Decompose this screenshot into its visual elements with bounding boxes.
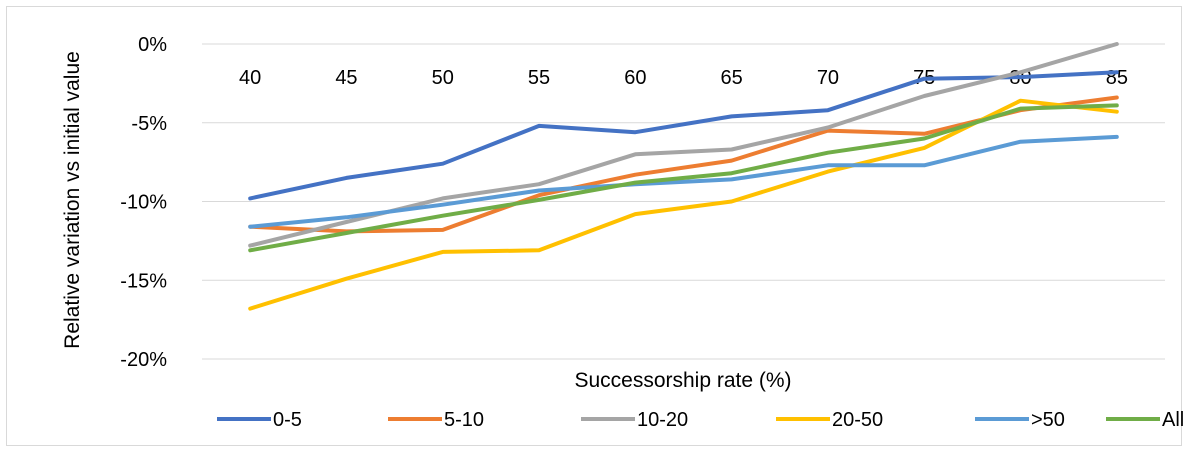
legend-label: All: [1162, 409, 1183, 431]
series-line-0: [248, 70, 1119, 201]
x-tick-label: 40: [239, 67, 261, 89]
series-line-5: [248, 103, 1119, 253]
y-tick-label: -5%: [131, 113, 167, 135]
gridlines: [202, 43, 1165, 360]
series-lines: [248, 42, 1119, 311]
x-axis-title: Successorship rate (%): [574, 369, 791, 392]
x-tick-label: 60: [624, 67, 646, 89]
legend: 0-5 5-10 10-20 20-50 >50 All: [217, 409, 1183, 431]
x-tick-label: 85: [1106, 67, 1128, 89]
chart-frame: 0% -5% -10% -15% -20% 40 45 50 55 60 65 70 75 80 85 S…: [6, 6, 1183, 446]
y-axis-ticks: 0% -5% -10% -15% -20%: [120, 34, 167, 371]
x-tick-label: 55: [528, 67, 550, 89]
y-tick-label: -15%: [120, 270, 167, 292]
series-line-3: [248, 98, 1119, 311]
y-axis-title: Relative variation vs initial value: [61, 51, 84, 349]
legend-label: 5-10: [444, 409, 484, 431]
y-tick-label: 0%: [138, 34, 167, 56]
x-axis-ticks: 40 45 50 55 60 65 70 75 80 85: [239, 67, 1128, 89]
x-tick-label: 50: [432, 67, 454, 89]
x-tick-label: 45: [335, 67, 357, 89]
series-line-2: [248, 42, 1119, 248]
y-tick-label: -20%: [120, 349, 167, 371]
legend-label: >50: [1031, 409, 1065, 431]
series-line-4: [248, 134, 1119, 229]
legend-label: 20-50: [832, 409, 883, 431]
legend-label: 0-5: [273, 409, 302, 431]
legend-label: 10-20: [637, 409, 688, 431]
line-chart: 0%-5%-10%-15%-20% 40 45 50 55 60 65 70 75 80 85 S…: [61, 34, 1183, 431]
y-tick-label: -10%: [120, 192, 167, 214]
x-tick-label: 70: [817, 67, 839, 89]
x-tick-label: 65: [721, 67, 743, 89]
